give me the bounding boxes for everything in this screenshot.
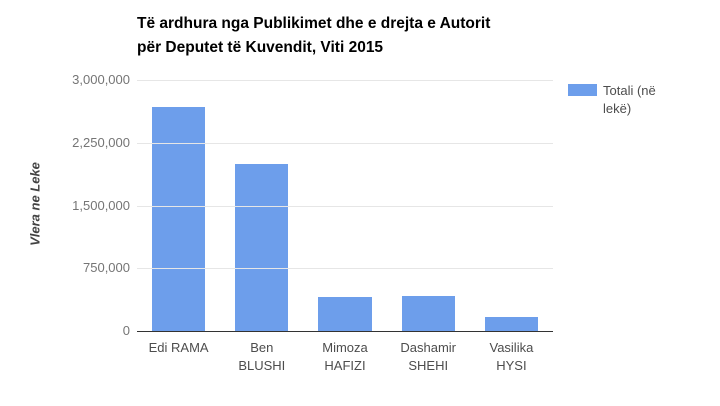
y-tick-label: 750,000 xyxy=(83,260,130,276)
y-axis-title: Vlera ne Leke xyxy=(27,162,43,246)
x-axis-label: Mimoza HAFIZI xyxy=(322,340,368,373)
x-axis-label: Ben BLUSHI xyxy=(238,340,286,373)
x-axis-label: Dashamir SHEHI xyxy=(400,340,457,373)
bar-group xyxy=(303,80,386,331)
bar-ben-blushi[interactable] xyxy=(235,163,289,331)
x-axis-label: Vasilika HYSI xyxy=(489,340,534,373)
gridline xyxy=(137,80,553,81)
bar-vasilika-hysi[interactable] xyxy=(484,316,539,331)
chart-title-line-2: për Deputet të Kuvendit, Viti 2015 xyxy=(137,39,384,56)
gridline xyxy=(137,205,553,207)
bar-group xyxy=(387,80,470,331)
y-tick-label: 0 xyxy=(122,323,130,338)
legend-label: Totali (në lekë) xyxy=(603,83,656,116)
chart-title-line-1: Të ardhura nga Publikimet dhe e drejta e… xyxy=(137,15,491,32)
gridline xyxy=(137,268,553,270)
legend: Totali (në lekë) xyxy=(568,82,677,118)
x-axis-labels: Edi RAMA Ben BLUSHI Mimoza HAFIZI Dashamir SHE… xyxy=(137,339,553,375)
y-tick-label: 1,500,000 xyxy=(72,197,130,213)
y-tick-label: 2,250,000 xyxy=(72,134,130,150)
bar-mimoza-hafizi[interactable] xyxy=(318,296,372,331)
bars-row xyxy=(137,80,553,331)
bar-edi-rama[interactable] xyxy=(151,106,206,331)
bar-group xyxy=(220,80,303,331)
y-tick-label: 3,000,000 xyxy=(72,72,130,87)
bar-dashamir-shehi[interactable] xyxy=(401,296,455,331)
bar-group xyxy=(470,80,553,331)
bar-group xyxy=(137,80,220,331)
plot-area xyxy=(137,80,553,332)
gridline xyxy=(137,142,553,144)
chart-title: Të ardhura nga Publikimet dhe e drejta e… xyxy=(137,12,577,60)
legend-swatch xyxy=(568,84,597,96)
x-axis-label: Edi RAMA xyxy=(148,340,209,355)
